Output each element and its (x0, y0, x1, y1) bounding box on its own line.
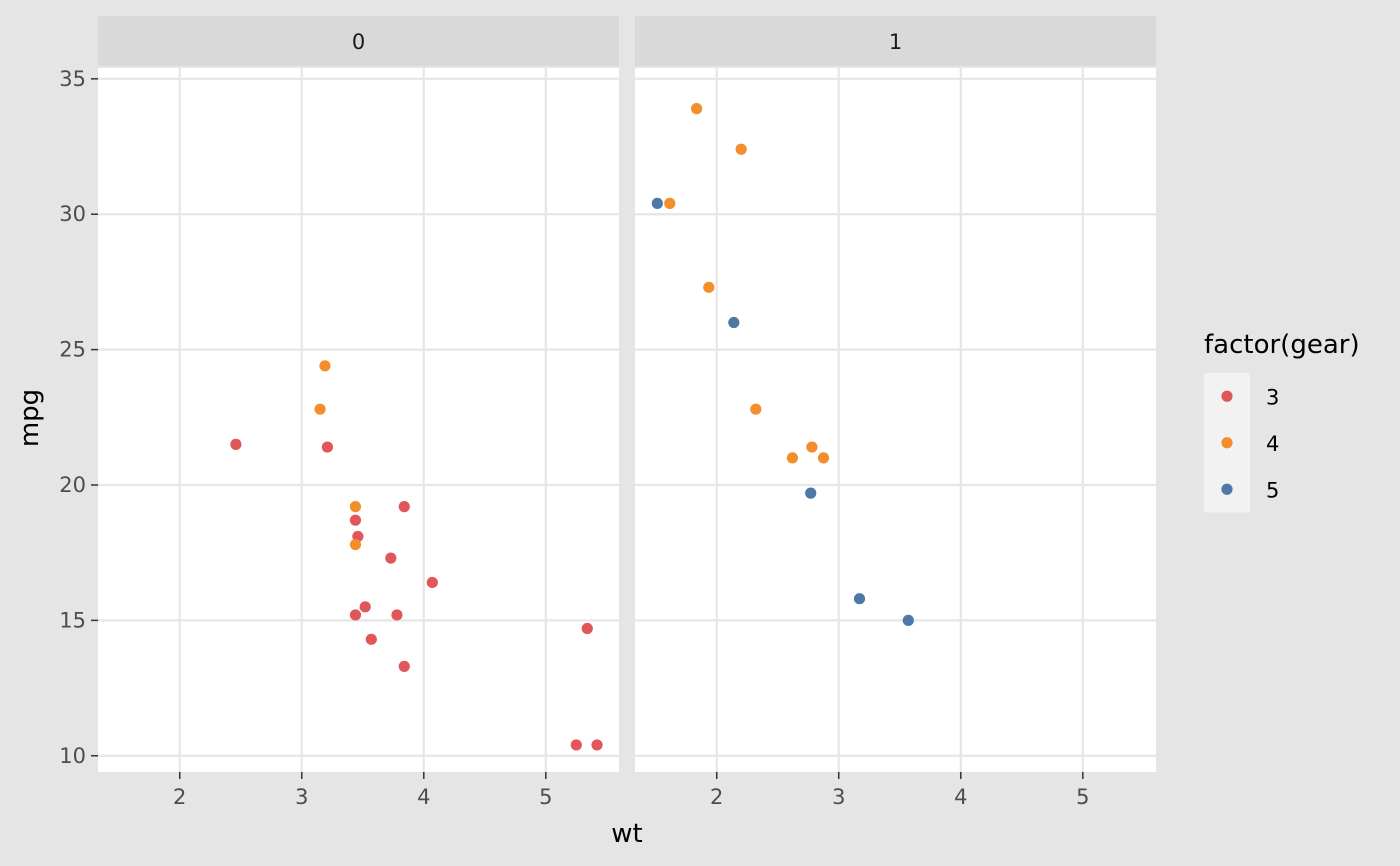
x-tick-label: 3 (295, 785, 308, 809)
data-point (664, 197, 676, 209)
data-point (817, 452, 830, 464)
x-tick-label: 3 (832, 785, 845, 809)
data-point (398, 660, 410, 673)
data-point (385, 552, 397, 564)
data-point (902, 614, 914, 626)
x-tick-label: 2 (710, 785, 723, 809)
legend-key (1221, 483, 1233, 495)
legend-title: factor(gear) (1204, 330, 1360, 360)
facet-strip-label: 0 (352, 30, 365, 54)
legend: factor(gear) 3 4 5 (1204, 330, 1360, 513)
data-point (805, 487, 817, 499)
x-tick-label: 4 (954, 785, 967, 809)
data-point (391, 609, 403, 621)
legend-key (1221, 390, 1233, 402)
data-point (359, 601, 371, 613)
y-tick-label: 10 (59, 744, 86, 768)
data-point (319, 360, 331, 372)
data-point (349, 609, 362, 621)
data-point (349, 514, 362, 526)
data-point (691, 103, 703, 115)
y-axis-title: mpg (15, 389, 45, 447)
x-axis-title: wt (611, 819, 642, 849)
data-point (591, 739, 603, 751)
data-point (735, 143, 747, 155)
y-tick-label: 25 (59, 338, 86, 362)
x-tick-label: 5 (539, 785, 552, 809)
data-point (321, 441, 333, 453)
facet-strip-label: 1 (889, 30, 902, 54)
data-point (581, 622, 593, 635)
y-tick-label: 20 (59, 473, 86, 497)
y-tick-label: 35 (59, 67, 86, 91)
data-point (786, 452, 798, 464)
data-point (426, 576, 438, 589)
x-tick-label: 4 (417, 785, 430, 809)
data-point (703, 281, 715, 293)
legend-key (1221, 437, 1233, 449)
data-point (806, 441, 818, 453)
x-axes: 2 3 4 5 2 3 4 5 (173, 772, 1089, 809)
data-point (853, 593, 866, 605)
x-tick-label: 5 (1076, 785, 1089, 809)
facet-strip (98, 16, 619, 66)
data-point (349, 538, 362, 551)
data-point (398, 501, 410, 513)
y-axis: 10 15 20 25 30 35 (59, 67, 98, 768)
data-point (230, 438, 242, 450)
x-tick-label: 2 (173, 785, 186, 809)
legend-label: 4 (1266, 432, 1279, 456)
data-point (314, 403, 326, 415)
data-point (365, 633, 377, 645)
facet-strip (635, 16, 1156, 66)
legend-label: 3 (1266, 385, 1279, 409)
panel-background (635, 68, 1156, 772)
facet-panel-0: 0 (98, 16, 619, 772)
data-point (728, 316, 740, 329)
data-point (750, 403, 762, 415)
panel-background (98, 68, 619, 772)
data-point (349, 501, 362, 513)
data-point (570, 739, 582, 751)
data-point (651, 197, 663, 209)
facet-panel-1: 1 (635, 16, 1156, 772)
legend-label: 5 (1266, 478, 1279, 502)
y-tick-label: 15 (59, 608, 86, 632)
y-tick-label: 30 (59, 202, 86, 226)
